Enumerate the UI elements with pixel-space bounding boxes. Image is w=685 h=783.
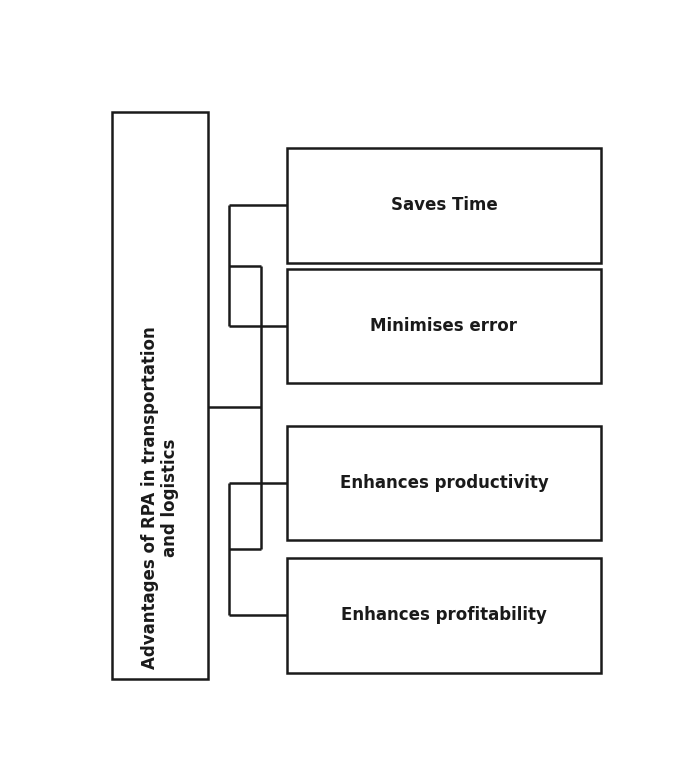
Bar [288, 148, 601, 263]
Text: Advantages of RPA in transportation
and logistics: Advantages of RPA in transportation and … [140, 326, 179, 669]
Text: Saves Time: Saves Time [390, 197, 497, 215]
Bar [288, 558, 601, 673]
Text: Enhances profitability: Enhances profitability [341, 607, 547, 625]
Text: Enhances productivity: Enhances productivity [340, 474, 548, 492]
Bar [288, 426, 601, 540]
Text: Minimises error: Minimises error [371, 317, 517, 335]
Bar [112, 112, 208, 679]
Bar [288, 269, 601, 384]
